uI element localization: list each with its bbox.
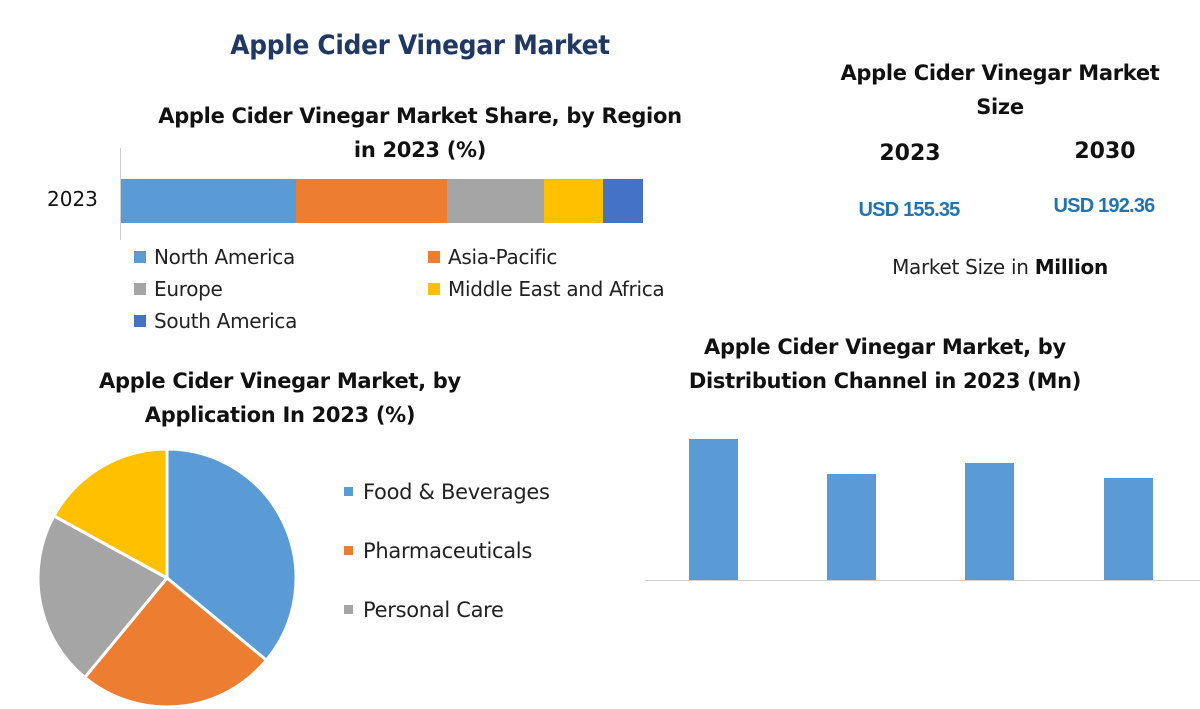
- legend-swatch-icon: [344, 605, 353, 614]
- market-size-unit-bold: Million: [1034, 255, 1109, 279]
- legend-item-south-america: South America: [134, 305, 297, 337]
- legend-swatch-icon: [134, 315, 146, 327]
- market-size-year-2023: 2023: [879, 141, 941, 166]
- pie-slice-others: [51, 447, 169, 581]
- application-pie-chart: [36, 447, 298, 709]
- bar-segment-south-america: [603, 179, 643, 223]
- legend-swatch-icon: [134, 251, 146, 263]
- region-chart-title: Apple Cider Vinegar Market Share, by Reg…: [90, 99, 750, 167]
- legend-item-asia-pacific: Asia-Pacific: [428, 241, 664, 273]
- distribution-bar: [827, 474, 876, 580]
- region-chart-title-line1: Apple Cider Vinegar Market Share, by Reg…: [158, 104, 682, 128]
- bar-segment-middle-east-africa: [544, 179, 604, 223]
- market-size-year-2030: 2030: [1074, 139, 1136, 164]
- legend-label: Pharmaceuticals: [363, 538, 532, 563]
- application-chart-title-line2: Application In 2023 (%): [144, 403, 416, 427]
- page-title: Apple Cider Vinegar Market: [230, 30, 610, 61]
- legend-label: Personal Care: [363, 597, 504, 622]
- market-size-unit-prefix: Market Size in: [892, 255, 1035, 279]
- legend-item-north-america: North America: [134, 241, 297, 273]
- region-chart-y-axis: [120, 148, 121, 240]
- legend-swatch-icon: [344, 487, 353, 496]
- distribution-chart-title-line1: Apple Cider Vinegar Market, by: [704, 335, 1066, 359]
- legend-item-food-beverages: Food & Beverages: [344, 462, 550, 521]
- market-size-title-line1: Apple Cider Vinegar Market: [840, 61, 1160, 85]
- region-legend-column-2: Asia-Pacific Middle East and Africa: [428, 241, 665, 305]
- region-chart-title-line2: in 2023 (%): [353, 138, 487, 162]
- distribution-chart-title: Apple Cider Vinegar Market, by Distribut…: [640, 330, 1130, 398]
- bar-segment-north-america: [121, 179, 296, 223]
- region-stacked-bar: [121, 179, 643, 223]
- region-chart-category-label: 2023: [47, 187, 98, 211]
- legend-swatch-icon: [134, 283, 146, 295]
- legend-item-personal-care: Personal Care: [344, 580, 550, 639]
- legend-swatch-icon: [428, 251, 440, 263]
- distribution-bar: [689, 439, 738, 580]
- application-chart-title-line1: Apple Cider Vinegar Market, by: [99, 369, 461, 393]
- distribution-bar: [1104, 478, 1153, 580]
- legend-item-pharmaceuticals: Pharmaceuticals: [344, 521, 550, 580]
- distribution-chart-x-axis: [645, 580, 1200, 581]
- distribution-bar: [965, 463, 1014, 580]
- legend-label: Asia-Pacific: [448, 245, 558, 269]
- region-legend-column-1: North America Europe South America: [134, 241, 297, 337]
- distribution-chart-title-line2: Distribution Channel in 2023 (Mn): [688, 369, 1082, 393]
- legend-item-europe: Europe: [134, 273, 297, 305]
- legend-label: North America: [154, 245, 295, 269]
- legend-label: Middle East and Africa: [448, 277, 665, 301]
- application-legend: Food & Beverages Pharmaceuticals Persona…: [344, 462, 550, 639]
- application-chart-title: Apple Cider Vinegar Market, by Applicati…: [40, 364, 520, 432]
- legend-label: Europe: [154, 277, 223, 301]
- market-size-unit: Market Size in Million: [800, 255, 1200, 279]
- market-size-title: Apple Cider Vinegar Market Size: [800, 56, 1200, 124]
- market-size-value-2023: USD 155.35: [858, 199, 961, 221]
- market-size-value-2030: USD 192.36: [1053, 195, 1156, 217]
- legend-swatch-icon: [344, 546, 353, 555]
- bar-segment-asia-pacific: [295, 179, 448, 223]
- legend-label: South America: [154, 309, 298, 333]
- legend-swatch-icon: [428, 283, 440, 295]
- bar-segment-europe: [447, 179, 545, 223]
- legend-label: Food & Beverages: [363, 479, 550, 504]
- market-size-title-line2: Size: [976, 95, 1024, 119]
- legend-item-middle-east-africa: Middle East and Africa: [428, 273, 665, 305]
